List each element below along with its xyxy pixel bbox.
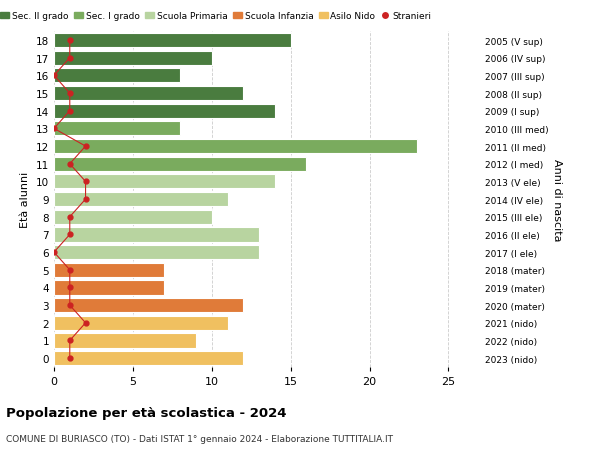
- Bar: [54, 263, 164, 277]
- Bar: [54, 51, 212, 66]
- Bar: [54, 105, 275, 118]
- Legend: Sec. II grado, Sec. I grado, Scuola Primaria, Scuola Infanzia, Asilo Nido, Stran: Sec. II grado, Sec. I grado, Scuola Prim…: [0, 12, 431, 21]
- Y-axis label: Anni di nascita: Anni di nascita: [553, 158, 562, 241]
- Bar: [54, 298, 244, 313]
- Bar: [54, 140, 417, 154]
- Y-axis label: Età alunni: Età alunni: [20, 172, 31, 228]
- Bar: [54, 316, 227, 330]
- Bar: [54, 34, 290, 48]
- Bar: [54, 175, 275, 189]
- Bar: [54, 210, 212, 224]
- Bar: [54, 122, 180, 136]
- Text: Popolazione per età scolastica - 2024: Popolazione per età scolastica - 2024: [6, 406, 287, 419]
- Bar: [54, 334, 196, 348]
- Bar: [54, 193, 227, 207]
- Bar: [54, 281, 164, 295]
- Bar: [54, 246, 259, 260]
- Bar: [54, 87, 244, 101]
- Bar: [54, 157, 307, 172]
- Bar: [54, 69, 180, 83]
- Text: COMUNE DI BURIASCO (TO) - Dati ISTAT 1° gennaio 2024 - Elaborazione TUTTITALIA.I: COMUNE DI BURIASCO (TO) - Dati ISTAT 1° …: [6, 434, 393, 443]
- Bar: [54, 351, 244, 365]
- Bar: [54, 228, 259, 242]
